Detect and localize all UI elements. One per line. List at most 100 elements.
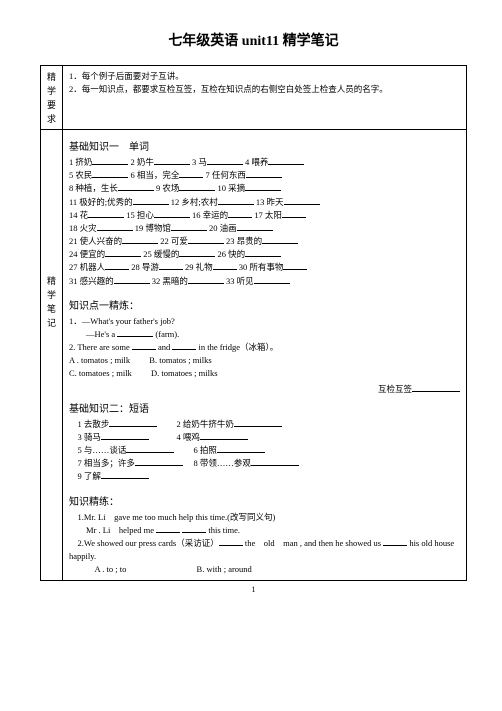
blank <box>282 209 306 218</box>
phrase-item: 6 拍照 <box>194 445 217 455</box>
blank <box>154 209 190 218</box>
option-line: A . to ; to B. with ; around <box>69 563 460 576</box>
blank <box>88 209 124 218</box>
vocab-item: 12 乡村;农村 <box>171 197 218 207</box>
blank <box>101 431 149 440</box>
blank <box>156 524 180 533</box>
label-char: 要 <box>47 98 56 111</box>
blank <box>105 261 129 270</box>
vocab-item: 28 导游 <box>131 262 159 272</box>
blank <box>213 261 237 270</box>
check-label: 互检互签 <box>378 384 412 394</box>
blank <box>154 156 190 165</box>
blank <box>171 222 207 231</box>
vocab-line: 27 机器人 28 导游 29 礼物 30 所有事物 <box>69 261 460 274</box>
section-heading: 基础知识一 单词 <box>69 138 460 153</box>
text-span: (farm). <box>155 329 179 339</box>
exercise-line: —He's a (farm). <box>69 328 460 341</box>
blank <box>245 182 281 191</box>
vocab-item: 18 火灾 <box>69 223 97 233</box>
exercise-line: Mr . Li helped me this time. <box>69 524 460 537</box>
blank <box>122 235 158 244</box>
text-span: this time. <box>208 525 240 535</box>
page-title: 七年级英语 unit11 精学笔记 <box>40 30 467 50</box>
phrase-item: 4 喂鸡 <box>177 432 200 442</box>
vocab-item: 31 感兴趣的 <box>69 276 114 286</box>
blank <box>237 222 273 231</box>
vocab-item: 8 种植，生长 <box>69 183 118 193</box>
text-span: and <box>158 342 172 352</box>
label-char: 学 <box>47 288 56 301</box>
blank <box>179 248 215 257</box>
text-span: 2. There are some <box>69 342 132 352</box>
option: A . tomatos ; milk <box>69 355 130 365</box>
blank <box>117 328 153 337</box>
section-heading: 基础知识二：短语 <box>69 400 460 415</box>
blank <box>159 261 183 270</box>
option-line: A . tomatos ; milk B. tomatos ; milks <box>69 354 460 367</box>
phrase-item: 3 骑马 <box>78 432 101 442</box>
phrase-line: 7 相当多；许多 8 带领……参观 <box>69 457 460 470</box>
phrase-line: 5 与……谈话 6 拍照 <box>69 444 460 457</box>
blank <box>383 537 407 546</box>
vocab-item: 19 博物馆 <box>135 223 171 233</box>
exercise-line: 2.We showed our press cards（采访证） the old… <box>69 537 460 563</box>
blank <box>172 341 196 350</box>
content-table: 精 学 要 求 1．每个例子后面要对子互讲。 2．每一知识点，都要求互检互签，互… <box>40 65 467 581</box>
phrase-item: 5 与……谈话 <box>78 445 127 455</box>
option: B. with ; around <box>197 564 252 574</box>
vocab-item: 23 昂贵的 <box>226 236 262 246</box>
blank <box>133 196 169 205</box>
label-cell-notes: 精 学 笔 记 <box>41 130 63 581</box>
vocab-item: 27 机器人 <box>69 262 105 272</box>
blank <box>217 444 265 453</box>
requirements-cell: 1．每个例子后面要对子互讲。 2．每一知识点，都要求互检互签，互检在知识点的右侧… <box>63 66 467 130</box>
vocab-item: 7 任何东西 <box>206 170 246 180</box>
option: B. tomatos ; milks <box>149 355 211 365</box>
option-line: C. tomatoes ; milk D. tomatoes ; milks <box>69 367 460 380</box>
blank <box>97 222 133 231</box>
vocab-item: 9 农场 <box>156 183 179 193</box>
blank <box>105 248 141 257</box>
blank <box>101 470 149 479</box>
label-char: 学 <box>47 84 56 97</box>
phrase-item: 9 了解 <box>78 471 101 481</box>
blank <box>118 182 154 191</box>
blank <box>245 248 281 257</box>
vocab-line: 5 农民 6 相当，完全 7 任何东西 <box>69 169 460 182</box>
blank <box>254 275 290 284</box>
vocab-item: 30 所有事物 <box>239 262 284 272</box>
vocab-item: 26 快的 <box>218 249 246 259</box>
vocab-item: 29 礼物 <box>185 262 213 272</box>
text-span: 2.We showed our press cards（采访证） <box>78 538 219 548</box>
text-span: —He's a <box>86 329 117 339</box>
option: A . to ; to <box>95 564 127 574</box>
text-span: the old man , and then he showed us <box>245 538 383 548</box>
blank <box>219 537 243 546</box>
text-span: Mr . Li helped me <box>86 525 156 535</box>
label-char: 笔 <box>47 302 56 315</box>
section-heading: 知识精练： <box>69 493 460 508</box>
vocab-item: 15 担心 <box>126 210 154 220</box>
blank <box>218 196 254 205</box>
vocab-item: 13 昨天 <box>256 197 284 207</box>
text-span: 1.Mr. Li gave me too much help this time… <box>78 512 276 522</box>
blank <box>284 196 320 205</box>
blank <box>179 169 203 178</box>
label-char: 精 <box>47 274 56 287</box>
exercise-line: 2. There are some and in the fridge（冰箱）。 <box>69 341 460 354</box>
blank <box>135 457 183 466</box>
blank <box>228 209 252 218</box>
phrase-item: 8 带领……参观 <box>194 458 251 468</box>
vocab-item: 10 采摘 <box>218 183 246 193</box>
label-char: 记 <box>47 316 56 329</box>
section-heading: 知识点一精炼： <box>69 297 460 312</box>
vocab-item: 1 挤奶 <box>69 157 92 167</box>
option: C. tomatoes ; milk <box>69 368 132 378</box>
blank <box>412 383 460 392</box>
vocab-item: 20 油画 <box>209 223 237 233</box>
phrase-line: 3 骑马 4 喂鸡 <box>69 431 460 444</box>
blank <box>92 169 128 178</box>
vocab-item: 6 相当，完全 <box>131 170 180 180</box>
blank <box>207 156 243 165</box>
